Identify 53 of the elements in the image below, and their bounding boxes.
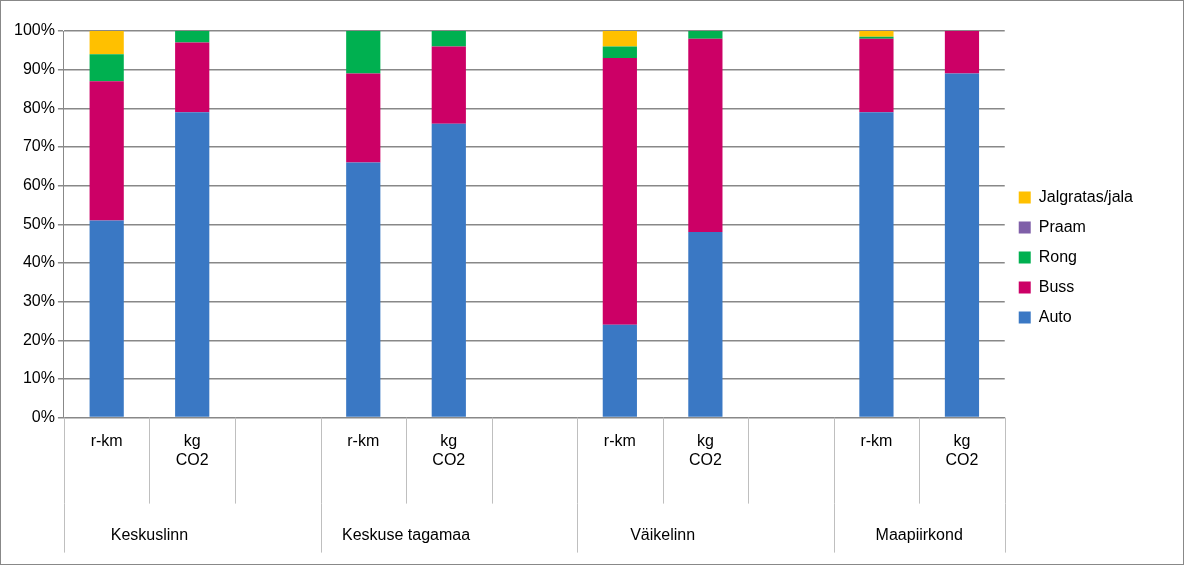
y-tick-label: 40% — [22, 253, 55, 271]
bar — [944, 31, 980, 74]
bar — [431, 31, 466, 47]
bar — [602, 58, 637, 325]
bar — [688, 31, 723, 39]
legend-label: Praam — [1038, 217, 1086, 235]
bar — [89, 220, 124, 417]
y-tick-label: 60% — [22, 176, 55, 194]
text: Keskuse tagamaa — [341, 526, 471, 544]
x-tick-label: r-km — [603, 431, 636, 449]
bar — [346, 162, 381, 417]
bar — [688, 38, 723, 233]
legend-label: Jalgratas/jala — [1038, 187, 1134, 205]
bar — [602, 324, 637, 417]
y-tick-label: 70% — [22, 137, 55, 155]
bar — [431, 123, 466, 417]
text: Väikelinn — [630, 526, 696, 544]
bar — [346, 31, 381, 74]
bar — [346, 73, 381, 163]
bar — [602, 46, 637, 59]
legend-label: Buss — [1038, 277, 1075, 295]
y-tick-label: 80% — [22, 98, 55, 116]
bar — [944, 73, 980, 417]
bar — [431, 46, 466, 124]
y-tick-label: 100% — [14, 21, 55, 39]
bar — [859, 38, 894, 113]
y-tick-label: 0% — [31, 408, 55, 426]
text: Maapiirkond — [875, 526, 963, 544]
y-tick-label: 30% — [22, 292, 55, 310]
bar — [89, 54, 124, 82]
text: Keskuslinn — [110, 526, 189, 544]
x-tick-label: r-km — [347, 431, 380, 449]
bar — [859, 112, 894, 417]
x-tick-label: kg CO2 — [175, 431, 209, 468]
y-tick-label: 10% — [22, 369, 55, 387]
x-tick-label: kg CO2 — [688, 431, 722, 468]
bar — [89, 81, 124, 221]
bar — [175, 31, 210, 43]
legend-label: Auto — [1038, 307, 1072, 325]
y-tick-label: 50% — [22, 214, 55, 232]
bar — [175, 42, 210, 113]
y-tick-label: 90% — [22, 60, 55, 78]
bar — [688, 232, 723, 417]
bar — [175, 112, 210, 417]
x-tick-label: r-km — [860, 431, 893, 449]
legend-label: Rong — [1038, 247, 1077, 265]
y-tick-label: 20% — [22, 330, 55, 348]
bar — [89, 31, 124, 55]
x-tick-label: r-km — [90, 431, 123, 449]
x-tick-label: kg CO2 — [945, 431, 979, 468]
bar — [602, 31, 637, 47]
bar — [859, 31, 894, 37]
x-tick-label: kg CO2 — [432, 431, 466, 468]
